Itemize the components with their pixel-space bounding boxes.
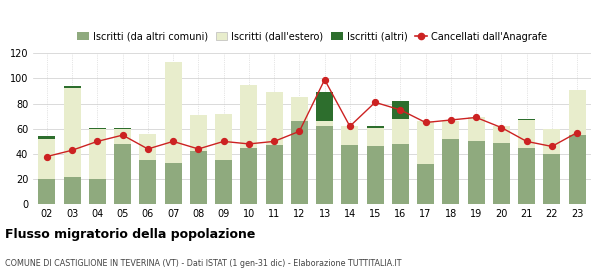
Bar <box>316 92 333 121</box>
Bar <box>518 119 535 120</box>
Bar <box>518 148 535 204</box>
Bar <box>392 144 409 204</box>
Bar <box>417 121 434 164</box>
Point <box>446 118 455 122</box>
Point <box>370 100 380 105</box>
Point <box>320 78 329 82</box>
Point <box>42 154 52 159</box>
Bar <box>114 129 131 144</box>
Bar <box>291 97 308 121</box>
Point <box>169 139 178 144</box>
Bar <box>38 179 55 204</box>
Bar <box>89 128 106 129</box>
Bar <box>417 164 434 204</box>
Bar <box>569 90 586 135</box>
Bar <box>215 160 232 204</box>
Point <box>295 129 304 134</box>
Point <box>118 133 127 137</box>
Bar <box>139 160 157 204</box>
Bar <box>89 129 106 179</box>
Bar <box>493 143 510 204</box>
Bar <box>240 148 257 204</box>
Point <box>497 125 506 130</box>
Point <box>395 108 405 112</box>
Bar <box>164 62 182 163</box>
Bar <box>114 144 131 204</box>
Point <box>572 130 582 135</box>
Bar <box>367 128 384 146</box>
Bar <box>64 88 81 177</box>
Point <box>269 139 279 144</box>
Bar <box>341 126 358 145</box>
Bar <box>38 139 55 179</box>
Point <box>92 139 102 144</box>
Bar <box>266 92 283 145</box>
Bar <box>215 114 232 160</box>
Bar <box>367 146 384 204</box>
Bar <box>139 134 157 160</box>
Bar <box>164 163 182 204</box>
Bar <box>493 126 510 143</box>
Point <box>194 147 203 151</box>
Point <box>219 139 229 144</box>
Point <box>345 124 355 129</box>
Bar <box>467 141 485 204</box>
Bar <box>38 136 55 139</box>
Bar <box>569 135 586 204</box>
Bar <box>89 179 106 204</box>
Bar <box>190 115 207 151</box>
Point <box>522 139 532 144</box>
Bar <box>266 145 283 204</box>
Text: Flusso migratorio della popolazione: Flusso migratorio della popolazione <box>5 228 255 241</box>
Bar <box>543 129 560 154</box>
Bar <box>442 139 460 204</box>
Bar <box>543 154 560 204</box>
Bar <box>341 145 358 204</box>
Point <box>143 147 152 151</box>
Bar <box>64 177 81 204</box>
Point <box>421 120 430 125</box>
Point <box>472 115 481 120</box>
Bar <box>240 85 257 148</box>
Bar <box>190 151 207 204</box>
Bar <box>518 120 535 148</box>
Point <box>67 148 77 152</box>
Point <box>547 144 557 149</box>
Bar <box>392 119 409 144</box>
Bar <box>316 121 333 126</box>
Point <box>244 142 254 146</box>
Bar <box>64 86 81 88</box>
Bar <box>114 128 131 129</box>
Bar <box>367 126 384 128</box>
Bar <box>316 126 333 204</box>
Bar <box>291 121 308 204</box>
Legend: Iscritti (da altri comuni), Iscritti (dall'estero), Iscritti (altri), Cancellati: Iscritti (da altri comuni), Iscritti (da… <box>73 28 551 46</box>
Bar <box>467 118 485 141</box>
Bar <box>392 101 409 119</box>
Bar <box>442 121 460 139</box>
Text: COMUNE DI CASTIGLIONE IN TEVERINA (VT) - Dati ISTAT (1 gen-31 dic) - Elaborazion: COMUNE DI CASTIGLIONE IN TEVERINA (VT) -… <box>5 259 401 268</box>
